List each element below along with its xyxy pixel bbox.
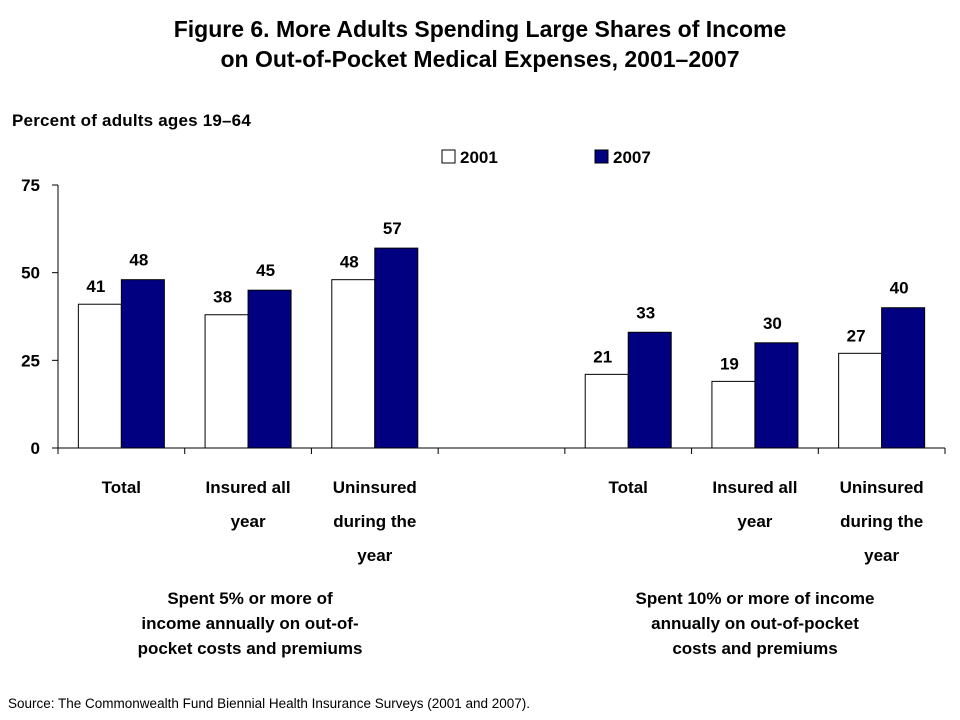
x-category-label: Insured all	[712, 478, 797, 497]
x-category-label: Insured all	[206, 478, 291, 497]
data-label-2001: 41	[86, 277, 105, 296]
data-label-2007: 40	[890, 279, 909, 298]
data-label-2001: 48	[340, 253, 359, 272]
data-label-2007: 48	[129, 251, 148, 270]
chart-title-line-1: Figure 6. More Adults Spending Large Sha…	[173, 16, 787, 42]
group-label-5-percent: Spent 5% or more of income annually on ou…	[60, 586, 440, 661]
y-tick-label: 50	[21, 264, 40, 283]
bar-2007	[754, 342, 799, 449]
group-label-10-percent: Spent 10% or more of income annually on o…	[565, 586, 945, 661]
bar-2007	[881, 307, 926, 449]
group-label-line: Spent 10% or more of income	[635, 589, 875, 608]
group-label-line: income annually on out-of-	[141, 614, 359, 633]
x-category-label: during the	[840, 512, 923, 531]
y-tick-label: 25	[21, 351, 40, 370]
bar-2001	[77, 303, 122, 449]
bar-2007	[374, 247, 419, 449]
x-category-label: year	[864, 546, 899, 565]
bar-2001	[584, 373, 629, 449]
data-label-2007: 30	[763, 314, 782, 333]
x-category-label: Total	[609, 478, 648, 497]
x-category-label: Uninsured	[333, 478, 417, 497]
bar-2001	[204, 314, 249, 449]
data-label-2007: 33	[636, 303, 655, 322]
data-label-2001: 19	[720, 354, 739, 373]
bar-2001	[331, 279, 376, 449]
bar-2007	[120, 279, 165, 449]
y-tick-label: 0	[31, 439, 40, 458]
data-label-2007: 57	[383, 219, 402, 238]
x-category-label: year	[357, 546, 392, 565]
x-category-label: Uninsured	[840, 478, 924, 497]
data-label-2001: 21	[593, 347, 612, 366]
bar-2007	[247, 289, 292, 449]
bar-2007	[627, 331, 672, 449]
group-label-line: costs and premiums	[672, 639, 838, 658]
x-category-label: year	[737, 512, 772, 531]
data-label-2001: 38	[213, 288, 232, 307]
chart-title-line-2: on Out-of-Pocket Medical Expenses, 2001–…	[220, 46, 740, 72]
legend-swatch-2001	[441, 149, 456, 164]
data-label-2001: 27	[847, 326, 866, 345]
group-label-line: pocket costs and premiums	[137, 639, 363, 658]
chart-title: Figure 6. More Adults Spending Large Sha…	[0, 14, 960, 74]
bar-2001	[711, 380, 756, 449]
source-note: Source: The Commonwealth Fund Biennial H…	[8, 696, 531, 711]
legend-swatch-2007	[594, 149, 609, 164]
bar-2001	[838, 352, 883, 449]
x-category-label: year	[231, 512, 266, 531]
data-label-2007: 45	[256, 261, 275, 280]
legend-label-2001: 2001	[460, 148, 498, 167]
x-category-label: during the	[333, 512, 416, 531]
legend-label-2007: 2007	[613, 148, 651, 167]
group-label-line: Spent 5% or more of	[167, 589, 333, 608]
y-tick-label: 75	[21, 176, 40, 195]
x-category-label: Total	[102, 478, 141, 497]
y-axis-label: Percent of adults ages 19–64	[12, 111, 251, 130]
group-label-line: annually on out-of-pocket	[651, 614, 859, 633]
